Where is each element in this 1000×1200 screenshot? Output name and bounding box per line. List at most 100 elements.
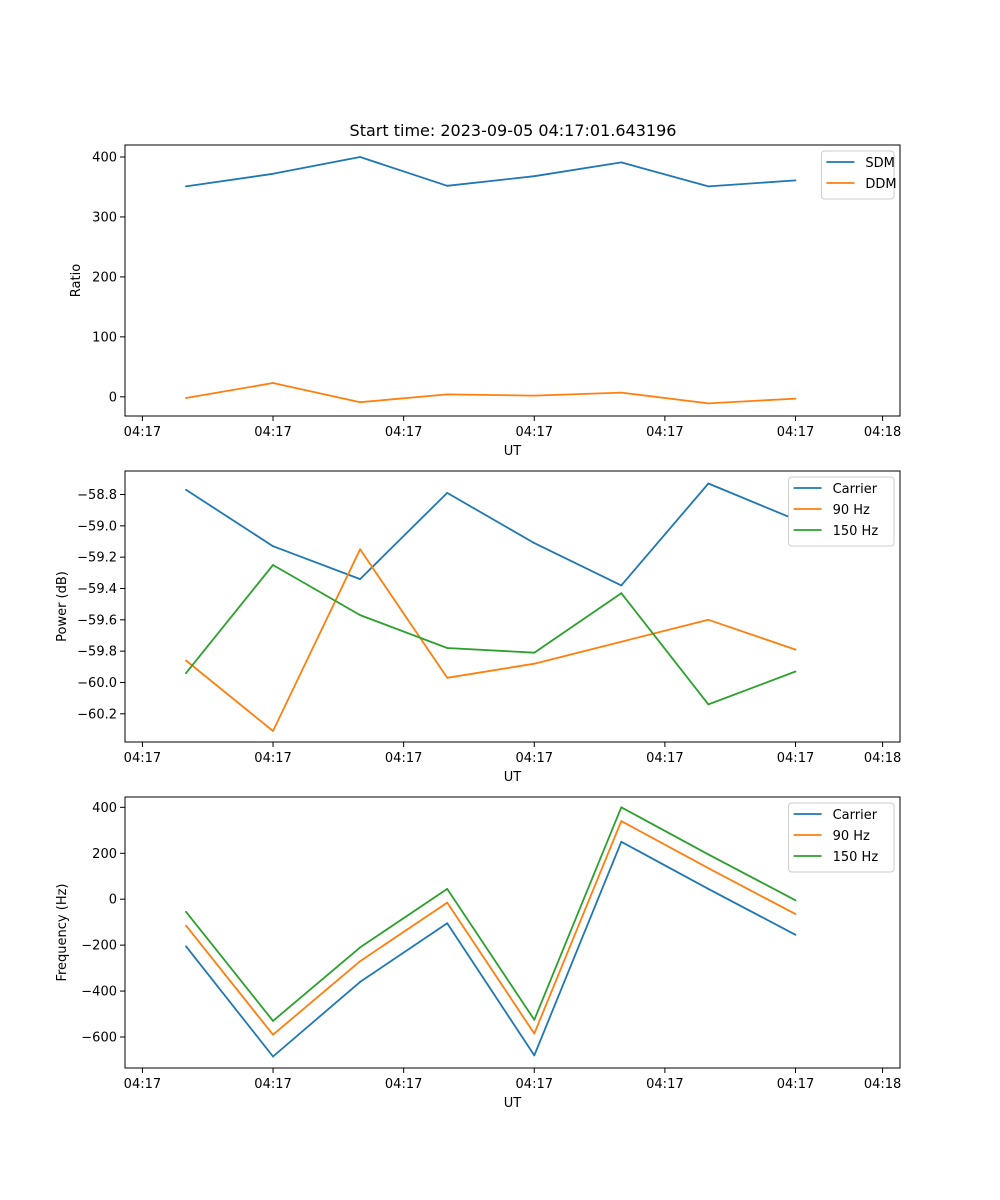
power-series-carrier-point bbox=[707, 482, 710, 485]
power-series-150-hz-point bbox=[272, 564, 274, 566]
power-y-tick-label: −59.6 bbox=[77, 613, 117, 628]
frequency-legend: Carrier 90 Hz 150 Hz bbox=[788, 802, 895, 873]
ratio-x-tick-label: 04:17 bbox=[124, 425, 161, 440]
ratio-series-ddm-point bbox=[359, 401, 362, 404]
ratio-series-sdm-point bbox=[359, 156, 362, 158]
power-series-150-hz-point bbox=[620, 592, 623, 595]
power-series-carrier-point bbox=[185, 488, 187, 491]
ratio-legend: SDM DDM bbox=[820, 150, 897, 200]
ratio-y-axis-label: Ratio bbox=[69, 264, 84, 297]
frequency-legend-box bbox=[788, 802, 895, 873]
ratio-series-sdm-point bbox=[620, 161, 623, 164]
ratio-series-ddm-point bbox=[185, 397, 187, 399]
frequency-series-90-hz-point bbox=[707, 867, 710, 870]
ratio-series-ddm-point bbox=[707, 402, 710, 405]
frequency-series-150-hz-line bbox=[185, 806, 796, 1022]
power-series-carrier-point bbox=[359, 578, 362, 580]
ratio-x-tick-label: 04:17 bbox=[646, 425, 683, 440]
ratio-series-sdm-point bbox=[185, 185, 187, 188]
ratio-series-ddm-point bbox=[446, 393, 449, 396]
power-y-tick-label: −60.0 bbox=[77, 676, 117, 691]
frequency-series-carrier-point bbox=[620, 840, 623, 843]
frequency-series-150-hz-point bbox=[185, 910, 187, 913]
frequency-series-carrier-point bbox=[446, 922, 449, 925]
frequency-series-90-hz-point bbox=[794, 913, 797, 916]
frequency-series-carrier-point bbox=[707, 887, 710, 890]
ratio-x-tick-label: 04:17 bbox=[777, 425, 814, 440]
ratio-series-ddm-point bbox=[620, 391, 623, 394]
ratio-y-tick-label: 200 bbox=[92, 270, 117, 285]
frequency-x-tick-label: 04:17 bbox=[254, 1077, 291, 1092]
power-x-tick-label: 04:17 bbox=[516, 751, 553, 766]
power-y-tick-label: −59.8 bbox=[77, 645, 117, 660]
ratio-panel: 04:17 04:17 04:17 04:17 04:17 04:17 04:18 0 100 2… bbox=[69, 144, 901, 459]
frequency-series-carrier-point bbox=[794, 933, 797, 936]
power-y-tick-label: −60.2 bbox=[77, 707, 117, 722]
frequency-series-90-hz-line bbox=[185, 820, 796, 1036]
ratio-x-tick-label: 04:17 bbox=[254, 425, 291, 440]
frequency-series-carrier-line bbox=[185, 840, 796, 1058]
power-x-tick-label: 04:17 bbox=[385, 751, 422, 766]
ratio-x-axis-label: UT bbox=[504, 444, 522, 459]
power-series-150-hz-point bbox=[707, 703, 710, 706]
ratio-axes-frame bbox=[124, 144, 901, 417]
power-x-axis-label: UT bbox=[504, 770, 522, 785]
power-axes-frame bbox=[124, 470, 901, 743]
ratio-series-sdm-point bbox=[446, 184, 449, 187]
ratio-series-sdm-point bbox=[794, 179, 797, 182]
frequency-x-tick-label: 04:17 bbox=[124, 1077, 161, 1092]
power-series-carrier-point bbox=[620, 584, 623, 587]
power-series-90-hz-point bbox=[533, 662, 536, 665]
power-x-tick-label: 04:17 bbox=[124, 751, 161, 766]
power-series-150-hz-point bbox=[533, 651, 536, 654]
power-series-90-hz-line bbox=[185, 548, 796, 732]
power-legend-carrier-label: Carrier bbox=[833, 482, 878, 497]
power-x-tick-label: 04:17 bbox=[646, 751, 683, 766]
frequency-y-tick-label: −200 bbox=[81, 939, 117, 954]
frequency-series-90-hz-point bbox=[359, 960, 362, 963]
frequency-x-tick-label: 04:17 bbox=[385, 1077, 422, 1092]
power-series-150-hz-line bbox=[185, 564, 796, 706]
ratio-series-sdm-point bbox=[272, 172, 274, 175]
frequency-series-150-hz-point bbox=[359, 946, 362, 949]
ratio-legend-box bbox=[820, 150, 895, 200]
frequency-x-tick-label: 04:17 bbox=[777, 1077, 814, 1092]
frequency-y-axis-label: Frequency (Hz) bbox=[55, 883, 70, 981]
frequency-y-tick-label: 200 bbox=[92, 847, 117, 862]
power-series-90-hz-point bbox=[707, 618, 710, 621]
ratio-y-tick-label: 400 bbox=[92, 150, 117, 165]
power-y-tick-label: −59.4 bbox=[77, 582, 117, 597]
frequency-series-carrier-point bbox=[272, 1055, 274, 1058]
ratio-series-sdm-point bbox=[533, 175, 536, 178]
frequency-x-tick-label: 04:17 bbox=[516, 1077, 553, 1092]
frequency-legend-carrier-label: Carrier bbox=[833, 808, 878, 823]
frequency-x-axis-label: UT bbox=[504, 1096, 522, 1111]
power-series-carrier-line bbox=[185, 482, 796, 587]
ratio-series-sdm-line bbox=[185, 156, 796, 188]
frequency-series-90-hz-point bbox=[446, 901, 449, 904]
power-y-axis-label: Power (dB) bbox=[55, 571, 70, 642]
power-legend: Carrier 90 Hz 150 Hz bbox=[788, 476, 895, 547]
frequency-series-90-hz-point bbox=[620, 820, 623, 823]
ratio-series-ddm-line bbox=[185, 382, 796, 405]
frequency-y-tick-label: 400 bbox=[92, 801, 117, 816]
frequency-series-carrier-point bbox=[533, 1054, 536, 1057]
frequency-series-150-hz-point bbox=[707, 853, 710, 856]
power-x-tick-label: 04:17 bbox=[777, 751, 814, 766]
power-y-tick-label: −59.2 bbox=[77, 551, 117, 566]
ratio-x-tick-label: 04:17 bbox=[385, 425, 422, 440]
power-series-90-hz-point bbox=[794, 648, 797, 651]
frequency-series-90-hz-point bbox=[185, 924, 187, 927]
frequency-legend-150-hz-label: 150 Hz bbox=[833, 850, 879, 865]
ratio-series-ddm-point bbox=[533, 394, 536, 397]
frequency-y-tick-label: 0 bbox=[109, 893, 117, 908]
power-series-150-hz-point bbox=[446, 647, 449, 649]
power-series-150-hz-point bbox=[185, 672, 187, 674]
power-series-90-hz-point bbox=[185, 659, 187, 662]
power-series-90-hz-point bbox=[446, 676, 449, 679]
frequency-x-tick-label: 04:18 bbox=[864, 1077, 901, 1092]
frequency-y-tick-label: −400 bbox=[81, 985, 117, 1000]
frequency-series-150-hz-point bbox=[794, 899, 797, 902]
power-y-tick-label: −59.0 bbox=[77, 519, 117, 534]
